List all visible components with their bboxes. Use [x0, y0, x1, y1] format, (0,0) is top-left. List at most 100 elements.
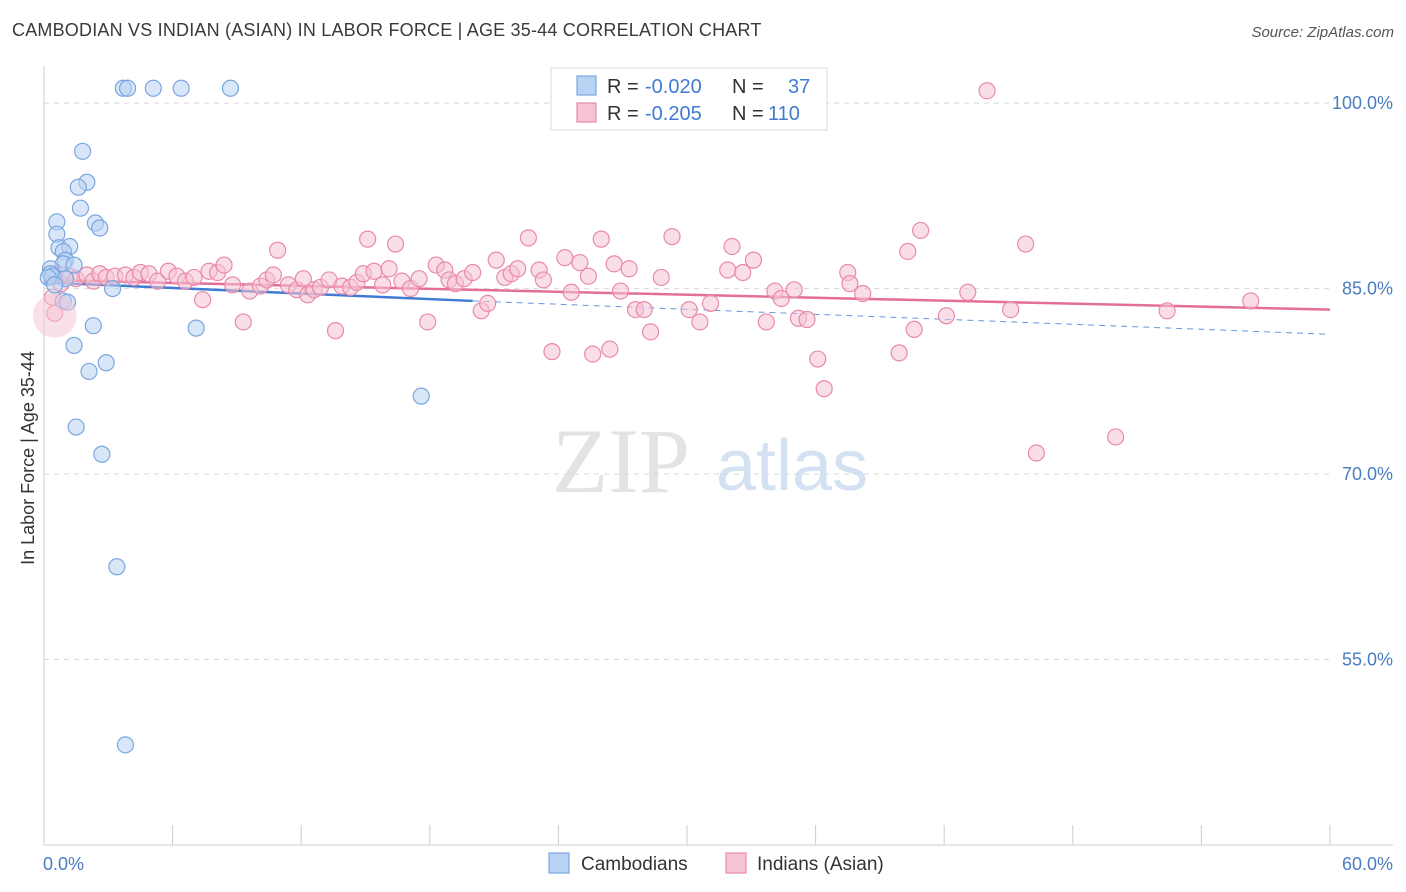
- axes: [43, 66, 1393, 846]
- point-indians: [841, 275, 859, 293]
- point-indians: [234, 313, 252, 331]
- point-indians: [899, 242, 917, 261]
- point-indians: [534, 271, 552, 289]
- legend-r-label-cambodians: R =: [607, 76, 639, 98]
- bottom-legend: Cambodians Indians (Asian): [548, 852, 884, 875]
- point-indians: [734, 263, 752, 282]
- point-cambodians: [67, 418, 85, 436]
- point-indians: [571, 254, 589, 272]
- point-indians: [562, 283, 580, 301]
- point-cambodians: [80, 362, 98, 381]
- y-tick-label: 55.0%: [1342, 650, 1393, 670]
- point-indians: [1242, 292, 1260, 310]
- point-indians: [215, 256, 233, 274]
- point-cambodians: [84, 317, 102, 335]
- point-indians: [224, 276, 242, 294]
- point-indians: [723, 237, 741, 256]
- point-cambodians: [412, 387, 430, 405]
- point-indians: [905, 320, 923, 338]
- point-indians: [359, 230, 377, 248]
- point-indians: [680, 300, 698, 319]
- point-indians: [785, 281, 803, 299]
- point-indians: [264, 266, 282, 284]
- point-cambodians: [65, 336, 83, 355]
- point-indians: [1017, 235, 1035, 253]
- point-cambodians: [144, 79, 162, 97]
- svg-text:R = -0.020 N =: R = -0.020 N = 37: [607, 76, 810, 98]
- point-indians: [798, 310, 816, 329]
- y-tick-label: 85.0%: [1342, 279, 1393, 299]
- y-tick-label: 70.0%: [1342, 464, 1393, 484]
- bottom-legend-swatch-cambodians: [548, 852, 570, 874]
- point-cambodians: [71, 199, 90, 217]
- point-indians: [959, 283, 977, 301]
- point-indians: [194, 291, 212, 309]
- point-cambodians: [221, 79, 240, 97]
- point-indians: [380, 260, 398, 278]
- point-indians: [744, 251, 763, 269]
- legend-r-label-indians: R =: [607, 103, 639, 125]
- point-indians: [584, 345, 602, 363]
- point-cambodians: [69, 178, 87, 196]
- point-indians: [326, 322, 345, 340]
- point-indians: [719, 261, 737, 279]
- point-cambodians: [118, 79, 137, 97]
- point-indians: [772, 289, 790, 308]
- point-indians: [410, 270, 428, 288]
- point-indians: [374, 276, 392, 294]
- point-indians: [641, 323, 660, 341]
- point-cambodians: [172, 79, 190, 97]
- point-indians: [937, 307, 955, 325]
- point-indians: [605, 255, 623, 273]
- point-indians: [757, 313, 775, 331]
- point-indians: [809, 350, 827, 368]
- bottom-legend-label-cambodians: Cambodians: [581, 854, 688, 875]
- legend-n-value-cambodians: 37: [788, 76, 810, 98]
- point-cambodians: [65, 256, 83, 274]
- legend-n-value-indians: 110: [768, 103, 800, 125]
- point-cambodians: [91, 219, 109, 237]
- watermark-atlas: atlas: [716, 426, 868, 506]
- legend-r-value-cambodians: -0.020: [645, 76, 702, 98]
- point-indians: [419, 313, 437, 331]
- point-indians: [269, 241, 287, 259]
- point-indians: [148, 272, 167, 290]
- point-indians: [592, 230, 610, 248]
- point-indians: [509, 260, 527, 278]
- point-cambodians: [116, 736, 135, 754]
- point-cambodians: [97, 354, 115, 372]
- legend-box: R = -0.020 N = 37 R = -0.205 N = 110: [550, 67, 828, 131]
- point-cambodians: [187, 319, 205, 337]
- point-indians: [601, 340, 619, 358]
- y-axis-title: In Labor Force | Age 35-44: [18, 351, 38, 565]
- point-indians: [185, 268, 203, 287]
- point-indians: [464, 263, 482, 282]
- point-indians: [854, 284, 872, 303]
- point-indians: [519, 229, 537, 247]
- legend-r-value-indians: -0.205: [645, 103, 702, 125]
- point-indians: [912, 221, 930, 240]
- point-indians: [556, 249, 574, 267]
- point-cambodians: [46, 276, 64, 294]
- grid-lines: [44, 102, 1330, 661]
- point-cambodians: [108, 558, 126, 576]
- point-indians: [479, 294, 497, 313]
- point-indians: [815, 380, 833, 398]
- point-indians: [1158, 302, 1176, 320]
- point-indians: [691, 313, 709, 331]
- point-indians: [611, 282, 630, 300]
- point-indians: [1027, 444, 1045, 462]
- point-indians: [487, 251, 505, 269]
- legend-n-label-cambodians: N =: [732, 76, 764, 98]
- bottom-legend-label-indians: Indians (Asian): [757, 854, 884, 875]
- chart-title: CAMBODIAN VS INDIAN (ASIAN) IN LABOR FOR…: [12, 20, 762, 40]
- point-indians: [294, 270, 312, 288]
- bottom-legend-swatch-indians: [725, 852, 747, 874]
- point-indians: [635, 300, 653, 319]
- point-cambodians: [73, 142, 92, 160]
- watermark: ZIP atlas: [552, 410, 868, 512]
- point-cambodians: [103, 279, 122, 298]
- point-indians: [1002, 300, 1020, 319]
- legend-swatch-indians: [576, 102, 597, 123]
